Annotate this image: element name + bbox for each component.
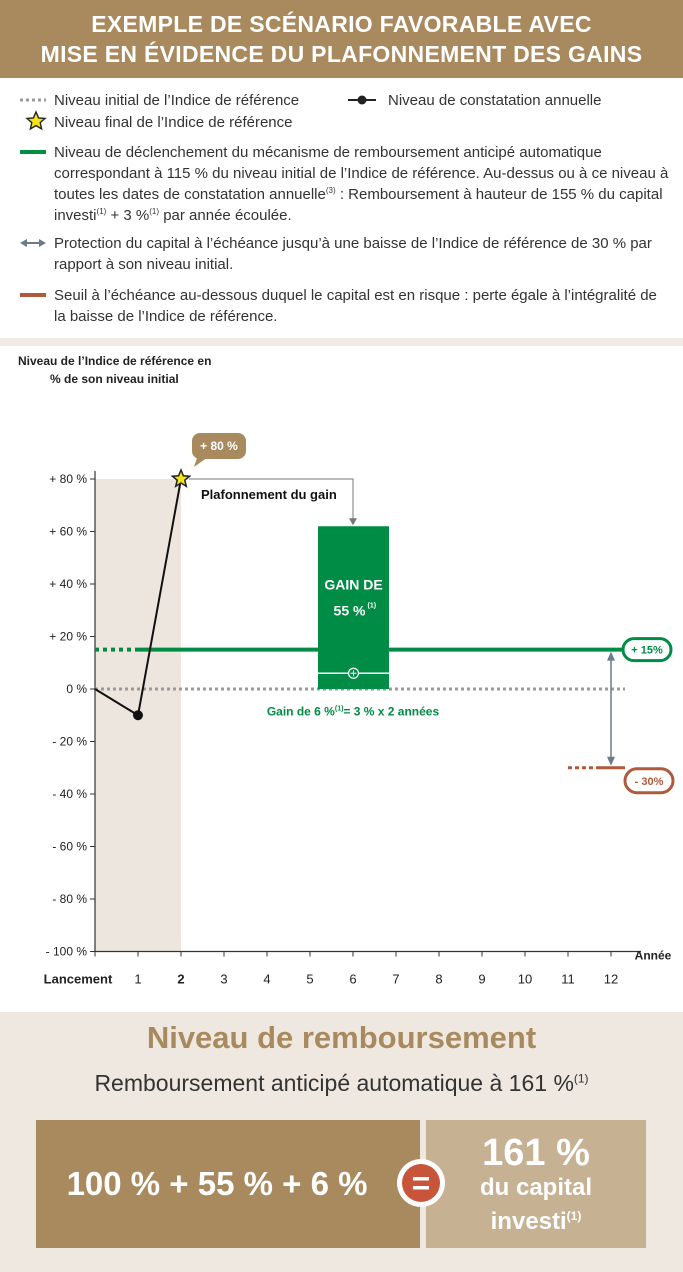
equals-icon: = — [402, 1164, 440, 1202]
header-banner: EXEMPLE DE SCÉNARIO FAVORABLE AVEC MISE … — [0, 0, 683, 78]
x-tick-label: 7 — [392, 972, 399, 987]
legend-initial-level-label: Niveau initial de l’Indice de référence — [54, 92, 300, 109]
cap-label: Plafonnement du gain — [201, 487, 337, 502]
legend-symbols — [20, 95, 376, 297]
x-tick-label: 9 — [478, 972, 485, 987]
x-tick-label: 8 — [435, 972, 442, 987]
coupon-label: Gain de 6 %(1)= 3 % x 2 années — [267, 704, 440, 718]
x-tick-label: 5 — [306, 972, 313, 987]
y-tick-label: - 20 % — [52, 735, 87, 749]
legend-final-level-label: Niveau final de l’Indice de référence — [54, 114, 293, 131]
final-level-callout-tail — [194, 455, 208, 467]
y-tick-label: + 40 % — [49, 577, 87, 591]
arrow-down-icon — [607, 756, 615, 766]
y-tick-label: + 80 % — [49, 472, 87, 486]
legend-threshold-line2: la baisse de l’Indice de référence. — [54, 308, 278, 325]
final-level-callout — [192, 433, 246, 459]
legend-trigger-text: Niveau de déclenchement du mécanisme de … — [54, 142, 674, 226]
star-icon — [170, 468, 192, 488]
result-total-box: 161 % du capital investi(1) — [426, 1120, 646, 1248]
y-tick-label: - 60 % — [52, 840, 87, 854]
y-tick-label: - 40 % — [52, 787, 87, 801]
x-tick-label: 11 — [561, 972, 575, 987]
x-tick-label: 2 — [177, 972, 184, 987]
result-total-line3: investi(1) — [490, 1208, 582, 1235]
equals-badge: = — [397, 1159, 445, 1207]
x-axis-title: Année — [635, 949, 672, 963]
x-tick-label: 3 — [220, 972, 227, 987]
y-tick-label: - 100 % — [46, 945, 88, 959]
chart: + 80 % + 60 % + 40 % + 20 % 0 % - 20 % - 40 % -… — [44, 433, 675, 987]
result-total: 161 % — [482, 1132, 590, 1174]
legend-annual-obs-dot — [357, 95, 367, 105]
trigger-level-badge-label: + 15% — [631, 645, 663, 657]
y-axis-title-line1: Niveau de l’Indice de référence en — [18, 354, 212, 368]
legend-annual-obs-label: Niveau de constatation annuelle — [388, 92, 602, 109]
result-total-line2: du capital — [479, 1174, 593, 1201]
x-tick-label: 1 — [134, 972, 141, 987]
final-level-callout-label: + 80 % — [200, 439, 238, 453]
result-formula-box: 100 % + 55 % + 6 % — [36, 1120, 420, 1248]
legend-trigger-line4: investi(1) + 3 %(1) par année écoulée. — [54, 207, 292, 224]
arrow-right-icon — [39, 239, 46, 247]
gain-bar-label-line2: 55 % — [334, 603, 366, 619]
protection-level-badge-label: - 30% — [635, 776, 664, 788]
star-icon — [25, 110, 47, 131]
result-formula: 100 % + 55 % + 6 % — [66, 1165, 368, 1202]
legend-protection-line1: Protection du capital à l’échéance jusqu… — [54, 235, 652, 252]
x-tick-label: 6 — [349, 972, 356, 987]
y-axis-title-line2: % de son niveau initial — [50, 372, 179, 386]
arrow-left-icon — [20, 239, 27, 247]
legend-threshold-line1: Seuil à l’échéance au-dessous duquel le … — [54, 287, 657, 304]
y-tick-label: 0 % — [66, 682, 87, 696]
gain-bar — [318, 526, 389, 689]
legend-trigger-line2: correspondant à 115 % du niveau initial … — [54, 165, 669, 182]
y-axis-title: Niveau de l’Indice de référence en % de … — [18, 352, 248, 388]
section-divider — [0, 338, 683, 346]
legend-threshold-text: Seuil à l’échéance au-dessous duquel le … — [54, 285, 674, 327]
x-tick-label: 12 — [604, 972, 618, 987]
gain-bar-label-sup: (1) — [368, 603, 377, 610]
gain-bar-label-line1: GAIN DE — [324, 576, 382, 592]
header-title-line2: MISE EN ÉVIDENCE DU PLAFONNEMENT DES GAI… — [40, 41, 643, 67]
legend-trigger-line3: toutes les dates de constatation annuell… — [54, 186, 663, 203]
result-title: Niveau de remboursement — [146, 1020, 537, 1055]
x-tick-label: 10 — [518, 972, 532, 987]
legend-trigger-line1: Niveau de déclenchement du mécanisme de … — [54, 144, 602, 161]
legend: Niveau initial de l’Indice de référence … — [0, 78, 683, 338]
y-tick-label: + 20 % — [49, 630, 87, 644]
x-tick-label: Lancement — [44, 972, 113, 987]
y-tick-label: - 80 % — [52, 892, 87, 906]
cap-connector — [189, 478, 354, 521]
result-subtitle: Remboursement anticipé automatique à 161… — [94, 1070, 589, 1096]
arrow-up-icon — [607, 651, 615, 661]
annual-observation-point — [133, 710, 143, 721]
legend-protection-line2: rapport à son niveau initial. — [54, 256, 234, 273]
arrow-down-icon — [349, 518, 357, 526]
legend-protection-text: Protection du capital à l’échéance jusqu… — [54, 233, 674, 275]
y-tick-label: + 60 % — [49, 525, 87, 539]
cap-label-bg — [196, 483, 332, 505]
protection-level-badge — [623, 767, 675, 795]
trigger-level-badge — [621, 637, 673, 663]
x-tick-label: 4 — [263, 972, 270, 987]
header-title-line1: EXEMPLE DE SCÉNARIO FAVORABLE AVEC — [91, 11, 592, 37]
